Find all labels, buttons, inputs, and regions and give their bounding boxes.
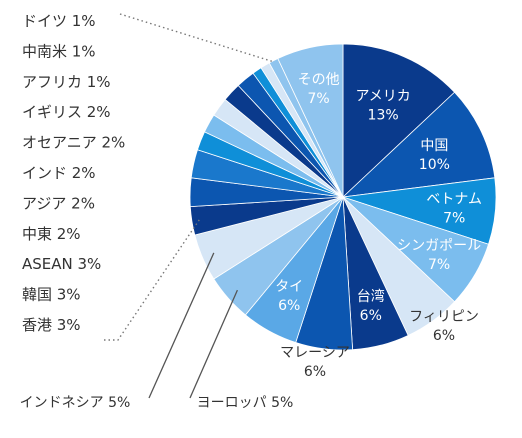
slice-19-label: 中南米 1% [22, 42, 96, 60]
slice-11-label: 韓国 3% [22, 286, 81, 304]
slice-21-label: その他 7% [298, 72, 340, 107]
slice-8-leader [189, 289, 238, 399]
slice-10-label: 香港 3% [22, 316, 81, 334]
slice-3-label: シンガポール 7% [397, 238, 481, 273]
slice-8-label: ヨーロッパ 5% [197, 395, 294, 411]
slice-15-label: インド 2% [22, 164, 96, 182]
slice-13-label: 中東 2% [22, 225, 81, 243]
slice-5-label: 台湾 6% [357, 288, 385, 324]
slice-12-label: ASEAN 3% [22, 255, 101, 273]
slice-1-wedge [341, 91, 496, 198]
slice-9-label: インドネシア 5% [20, 395, 131, 411]
slice-21-wedge [277, 43, 344, 198]
slice-20-label: ドイツ 1% [22, 12, 96, 30]
slice-9-leader [148, 252, 215, 399]
slice-4-label: フィリピン 6% [409, 309, 479, 344]
slice-2-label: ベトナム 7% [426, 192, 482, 227]
slice-0-label: アメリカ 13% [355, 88, 410, 123]
slice-14-label: アジア 2% [22, 194, 95, 212]
slice-17-label: イギリス 2% [22, 103, 111, 121]
slice-6-label: マレーシア 6% [280, 345, 350, 380]
slice-7-label: タイ 6% [275, 279, 303, 314]
small-slices-bottom-leader [104, 219, 200, 341]
small-slices-top-leader [119, 13, 275, 63]
slice-16-label: オセアニア 2% [22, 134, 125, 152]
slice-0-wedge [342, 43, 456, 198]
slice-1-label: 中国 10% [419, 138, 450, 173]
slice-18-label: アフリカ 1% [22, 73, 111, 91]
